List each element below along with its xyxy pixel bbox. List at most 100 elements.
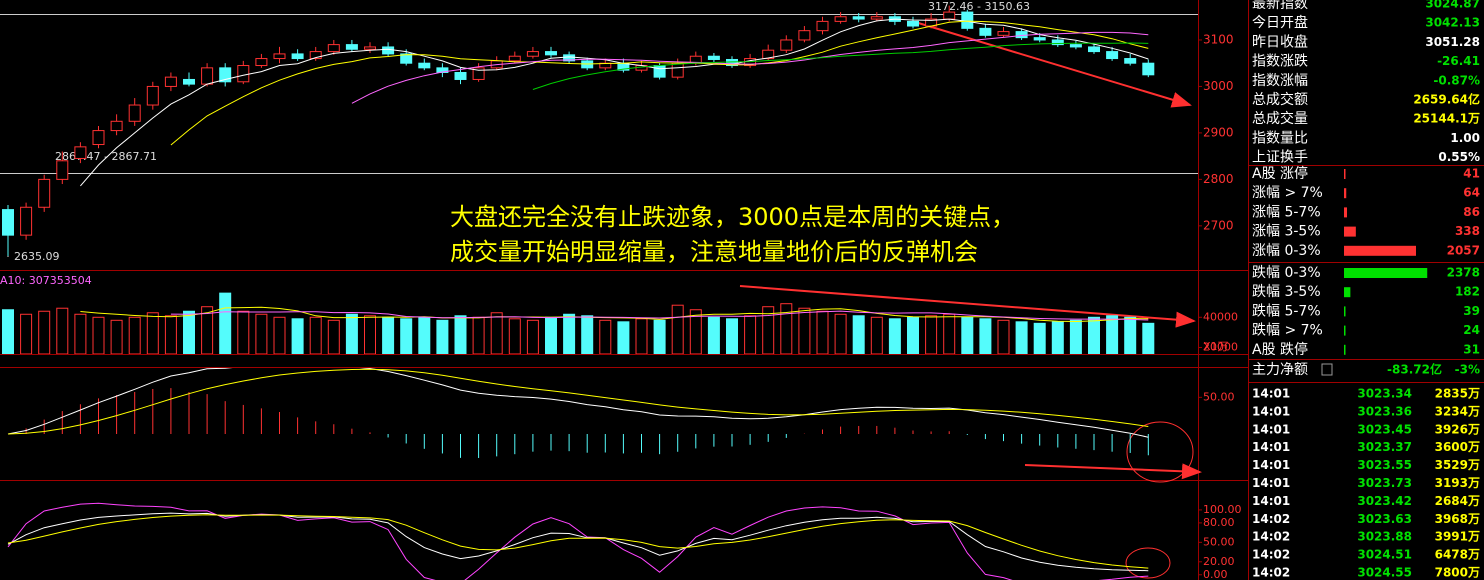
volume-bar: [1124, 316, 1137, 354]
volume-bar: [382, 316, 395, 354]
volume-bar: [74, 313, 87, 354]
trade-time: 14:01: [1252, 387, 1290, 401]
breadth-label: 跌幅 0-3%: [1252, 265, 1321, 281]
candle-body: [2, 209, 14, 236]
breadth-bar: [1344, 306, 1346, 317]
candle-body: [74, 146, 87, 159]
j-line: [7, 502, 1149, 580]
dea-line: [7, 368, 1149, 435]
trade-volume: 3991万: [1435, 530, 1480, 544]
breadth-bar: [1344, 287, 1351, 298]
y-tick-label: 3000: [1203, 79, 1234, 93]
candle-body: [454, 71, 467, 80]
quote-value: 2659.64亿: [1413, 92, 1480, 107]
volume-bar: [309, 316, 322, 354]
annotation: 成交量开始明显缩量，注意地量地价后的反弹机会: [450, 238, 978, 266]
volume-bar: [925, 315, 938, 354]
volume-bar: [38, 310, 51, 354]
breadth-count: 182: [1455, 285, 1480, 299]
y-tick-label: 0.00: [1203, 568, 1228, 580]
breadth-bar: [1344, 226, 1356, 237]
trade-volume: 3234万: [1435, 404, 1480, 418]
volume-bar: [870, 316, 883, 354]
candle-body: [671, 62, 684, 78]
quote-label: 上证换手: [1252, 149, 1308, 166]
candle-body: [237, 65, 250, 83]
breadth-label: 跌幅 5-7%: [1252, 303, 1321, 319]
ma-line: [532, 42, 1149, 90]
volume-bar: [219, 292, 232, 354]
volume-bar: [1069, 319, 1082, 354]
candle-body: [961, 11, 974, 29]
volume-bar: [1088, 316, 1100, 354]
trade-price: 3024.51: [1357, 548, 1412, 562]
quote-label: 总成交额: [1252, 91, 1308, 108]
volume-bar: [237, 310, 250, 354]
y-tick-label: 20.00: [1203, 555, 1235, 568]
trade-volume: 3600万: [1435, 440, 1480, 454]
trade-volume: 3529万: [1435, 458, 1480, 472]
candle-body: [345, 44, 358, 50]
volume-bar: [617, 321, 630, 354]
breadth-count: 338: [1455, 224, 1480, 238]
breadth-label: 涨幅 3-5%: [1252, 224, 1321, 240]
candle-body: [400, 53, 413, 64]
quote-value: 3051.28: [1425, 35, 1480, 49]
candle-body: [852, 16, 865, 20]
volume-ma-line: [170, 310, 1149, 321]
candle-body: [545, 51, 557, 56]
volume-bar: [418, 316, 431, 354]
breadth-count: 2378: [1447, 266, 1480, 280]
candle-body: [309, 51, 322, 60]
trade-time: 14:01: [1252, 440, 1290, 454]
volume-bar: [400, 318, 413, 354]
trade-price: 3023.88: [1357, 530, 1412, 544]
volume-bar: [1142, 322, 1155, 354]
candle-body: [780, 39, 793, 51]
breadth-label: 涨幅 0-3%: [1252, 243, 1321, 259]
candle-body: [219, 67, 232, 83]
breadth-count: 39: [1463, 304, 1480, 318]
volume-bar: [1106, 315, 1119, 354]
breadth-label: A股 跌停: [1252, 341, 1308, 358]
quote-value: -0.87%: [1433, 73, 1480, 87]
volume-bar: [1051, 321, 1064, 354]
y-tick-label: 2900: [1203, 125, 1234, 139]
volume-bar: [961, 316, 974, 354]
trade-volume: 3193万: [1435, 476, 1480, 490]
y-tick-label: 100.00: [1203, 503, 1242, 516]
trade-time: 14:01: [1252, 404, 1290, 418]
quote-value: 3042.13: [1425, 16, 1480, 30]
trade-volume: 3926万: [1435, 422, 1480, 436]
candle-body: [1069, 44, 1082, 48]
candle-body: [1088, 46, 1100, 53]
breadth-bar: [1344, 245, 1416, 256]
kdj-panel: [7, 502, 1149, 580]
trade-price: 3023.73: [1357, 476, 1412, 490]
candle-body: [1051, 39, 1064, 46]
quote-value: 0.55%: [1438, 150, 1480, 164]
breadth-bar: [1344, 268, 1428, 278]
candle-body: [472, 67, 485, 80]
trade-volume: 2835万: [1435, 387, 1480, 401]
candle-body: [1033, 37, 1046, 41]
quote-label: 最新指数: [1252, 0, 1308, 12]
volume-bar: [635, 318, 648, 354]
net-flow-label: 主力净额: [1252, 362, 1308, 378]
trade-time: 14:01: [1252, 476, 1290, 490]
volume-ma-label: A10: 307353504: [0, 274, 92, 287]
breadth-bar: [1344, 169, 1346, 179]
trade-time: 14:01: [1252, 458, 1290, 472]
volume-bar: [291, 318, 304, 354]
breadth-bar: [1344, 344, 1346, 355]
breadth-label: 涨幅 5-7%: [1252, 204, 1321, 220]
volume-bar: [490, 312, 503, 354]
volume-bar: [671, 304, 684, 354]
y-tick-label: 2700: [1203, 218, 1234, 232]
candle-body: [382, 46, 395, 55]
candle-body: [997, 31, 1010, 36]
candle-body: [1142, 62, 1155, 76]
volume-bar: [1033, 322, 1046, 354]
trade-price: 3023.45: [1357, 422, 1412, 436]
